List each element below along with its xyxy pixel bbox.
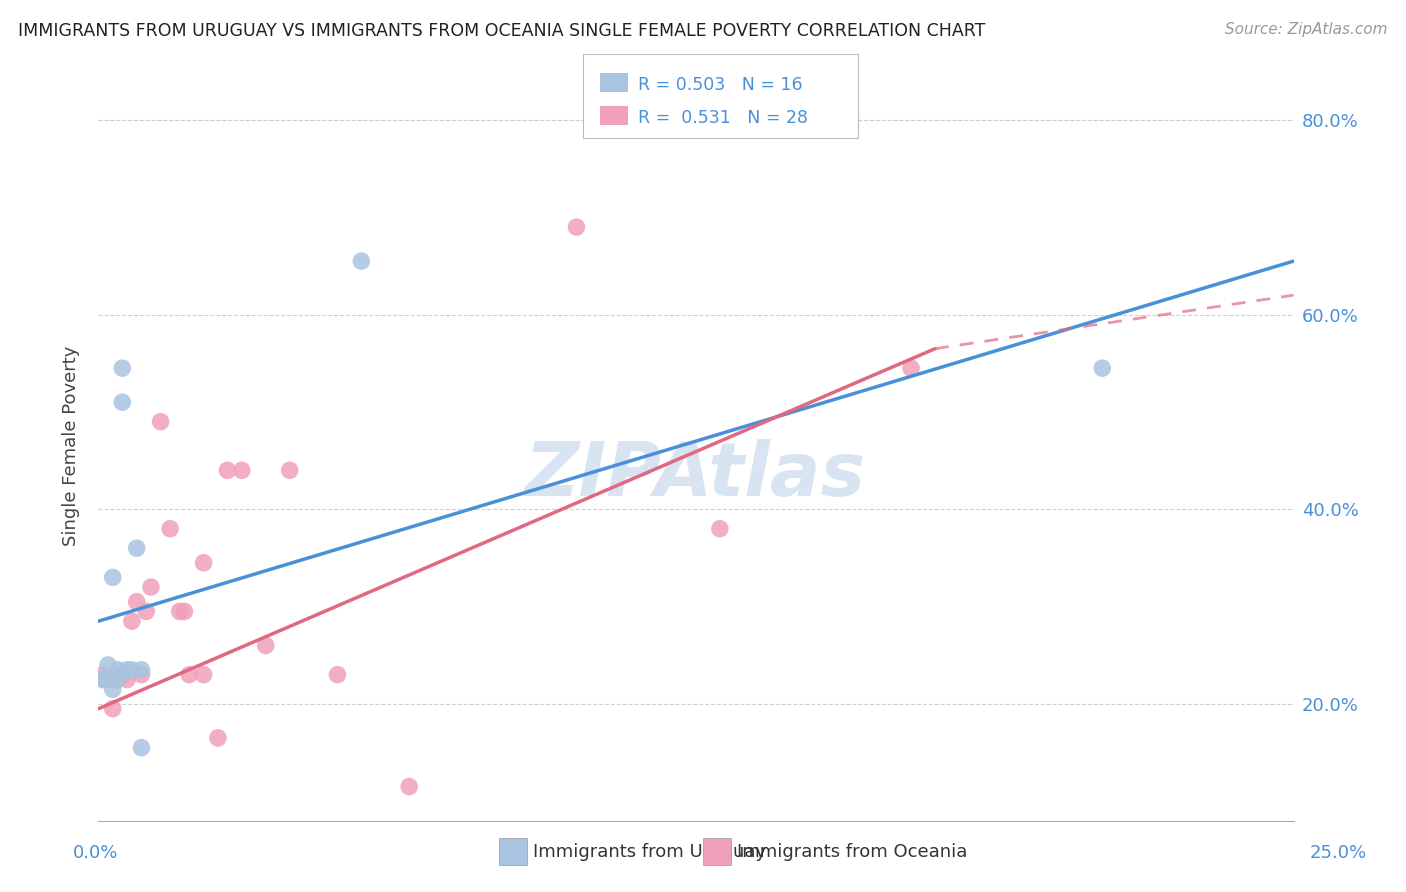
Point (101, 570, 124, 584)
Text: ZIPAtlas: ZIPAtlas (526, 440, 866, 513)
Point (107, 663, 129, 677)
Point (350, 254, 373, 268)
Point (179, 667, 201, 681)
Point (231, 463, 253, 477)
Y-axis label: Single Female Poverty: Single Female Poverty (62, 346, 80, 546)
Point (131, 740, 153, 755)
Text: IMMIGRANTS FROM URUGUAY VS IMMIGRANTS FROM OCEANIA SINGLE FEMALE POVERTY CORRELA: IMMIGRANTS FROM URUGUAY VS IMMIGRANTS FR… (18, 22, 986, 40)
Point (107, 673, 129, 687)
Point (135, 604, 157, 618)
Point (900, 361, 922, 376)
Point (709, 522, 731, 536)
Point (101, 682, 124, 697)
Point (115, 663, 138, 677)
Point (107, 673, 129, 687)
Point (131, 663, 153, 677)
Point (207, 731, 229, 745)
Point (217, 463, 239, 477)
Point (111, 361, 134, 376)
Point (111, 667, 134, 681)
Text: R = 0.503   N = 16: R = 0.503 N = 16 (638, 76, 803, 94)
Point (115, 673, 138, 687)
Point (97, 657, 120, 672)
Point (254, 639, 277, 653)
Text: Source: ZipAtlas.com: Source: ZipAtlas.com (1225, 22, 1388, 37)
Point (121, 663, 143, 677)
Text: 25.0%: 25.0% (1310, 844, 1367, 862)
Point (149, 415, 172, 429)
Point (398, 780, 420, 794)
Point (193, 556, 215, 570)
Text: 0.0%: 0.0% (73, 844, 118, 862)
Point (169, 604, 191, 618)
Point (159, 522, 181, 536)
Point (121, 614, 143, 628)
Point (278, 463, 301, 477)
Point (91, 667, 114, 681)
Point (91, 673, 114, 687)
Point (173, 604, 195, 618)
Point (193, 667, 215, 681)
Point (139, 580, 162, 594)
Point (101, 702, 124, 716)
Text: Immigrants from Oceania: Immigrants from Oceania (737, 843, 967, 861)
Text: R =  0.531   N = 28: R = 0.531 N = 28 (638, 109, 808, 127)
Point (125, 595, 148, 609)
Point (125, 541, 148, 556)
Point (111, 395, 134, 409)
Point (131, 667, 153, 681)
Point (97, 673, 120, 687)
Point (565, 220, 588, 235)
Point (1091, 361, 1114, 376)
Point (91, 673, 114, 687)
Text: Immigrants from Uruguay: Immigrants from Uruguay (533, 843, 766, 861)
Point (326, 667, 349, 681)
